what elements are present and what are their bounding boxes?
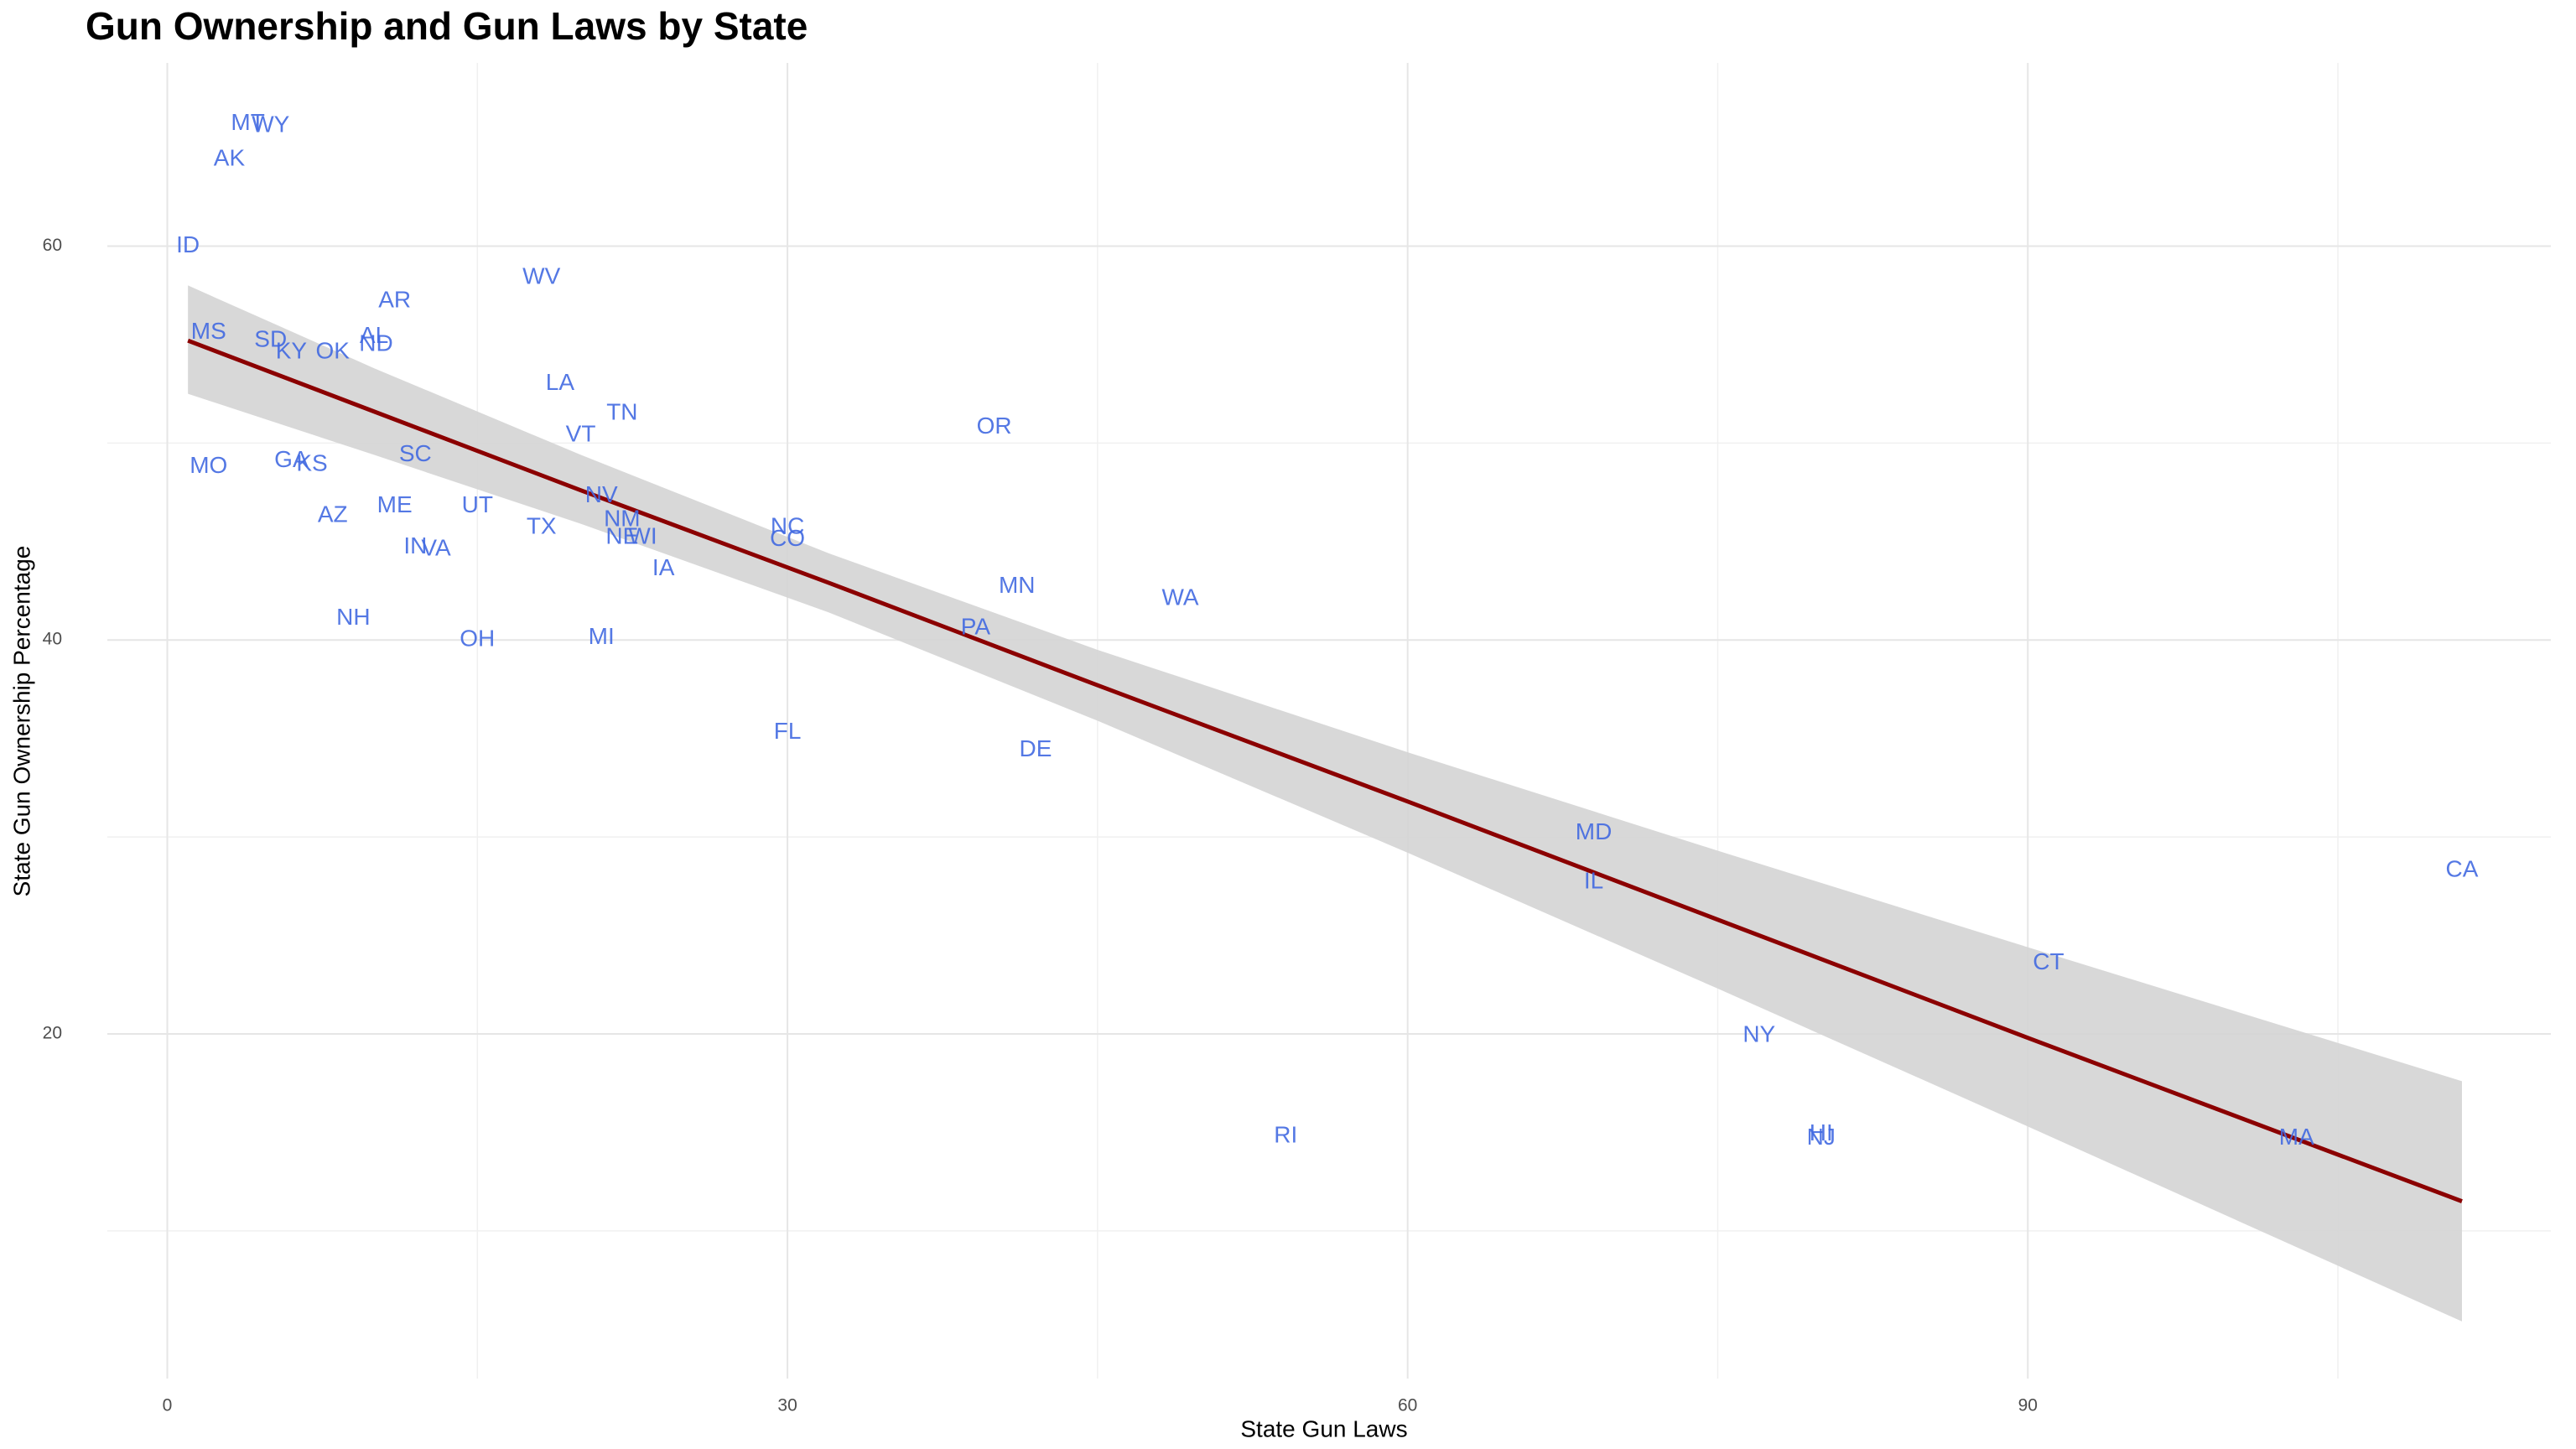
state-label: WY <box>252 112 289 138</box>
state-label: OK <box>315 338 350 364</box>
state-label: MO <box>190 452 227 478</box>
state-label: MT <box>231 109 264 135</box>
state-label: AK <box>214 144 246 170</box>
x-tick-label: 30 <box>777 1396 797 1415</box>
state-label: NH <box>336 604 370 630</box>
state-label: NY <box>1742 1021 1775 1047</box>
state-label: GA <box>274 446 309 472</box>
y-tick-label: 20 <box>43 1024 62 1043</box>
state-label: CO <box>770 525 805 551</box>
state-label: DE <box>1019 735 1052 761</box>
state-label: RI <box>1274 1121 1297 1147</box>
state-label: NE <box>605 522 638 548</box>
state-label: ND <box>359 330 392 356</box>
state-label: SD <box>254 326 287 352</box>
state-label: VA <box>421 535 451 561</box>
state-label: NC <box>771 513 804 539</box>
state-label: IN <box>403 532 427 558</box>
state-label: IL <box>1584 867 1603 893</box>
state-label: WI <box>628 522 657 548</box>
state-label: NJ <box>1807 1124 1836 1150</box>
state-label: UT <box>462 491 493 517</box>
state-label: LA <box>546 369 575 395</box>
fit-line <box>187 338 2463 1203</box>
state-label: VT <box>566 420 596 446</box>
x-axis-title: State Gun Laws <box>1240 1415 1407 1441</box>
y-tick-label: 40 <box>43 630 62 649</box>
x-tick-label: 60 <box>1398 1396 1417 1415</box>
state-label: HI <box>1810 1119 1833 1145</box>
state-label: KY <box>276 338 308 364</box>
state-label: CA <box>2446 855 2479 881</box>
state-label: OH <box>460 626 495 652</box>
state-label: NV <box>585 481 618 507</box>
state-label: MN <box>999 572 1036 598</box>
state-label: ME <box>377 491 413 517</box>
state-label: ID <box>176 231 200 257</box>
confidence-band <box>188 285 2462 1322</box>
state-label: SC <box>399 440 432 466</box>
state-label: TX <box>527 513 557 539</box>
x-tick-label: 90 <box>2018 1396 2038 1415</box>
y-axis-title: State Gun Ownership Percentage <box>8 546 34 897</box>
state-label: TN <box>606 398 637 424</box>
state-label: KS <box>296 450 327 476</box>
state-label: IA <box>652 554 675 580</box>
y-tick-label: 60 <box>43 236 62 255</box>
x-tick-label: 0 <box>163 1396 173 1415</box>
state-label: AR <box>378 287 411 313</box>
chart-title: Gun Ownership and Gun Laws by State <box>86 4 808 48</box>
state-label: AZ <box>318 501 348 527</box>
state-label: NM <box>604 505 641 531</box>
state-label: MA <box>2279 1124 2314 1150</box>
state-label: OR <box>977 413 1012 439</box>
state-label: MD <box>1576 818 1613 844</box>
state-label: MS <box>191 318 226 344</box>
state-label: WV <box>522 262 560 288</box>
state-label: CT <box>2033 948 2064 974</box>
state-label: AL <box>360 322 388 348</box>
state-label: PA <box>961 613 991 639</box>
state-label: MI <box>589 623 615 649</box>
state-label: WA <box>1161 584 1198 610</box>
state-label: FL <box>774 718 802 744</box>
